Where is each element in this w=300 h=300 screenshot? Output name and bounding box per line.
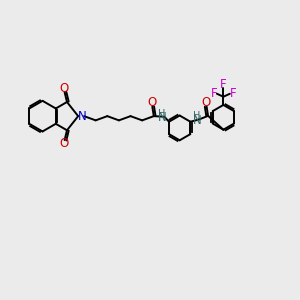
Text: F: F (220, 78, 227, 91)
Text: O: O (59, 137, 69, 150)
Text: F: F (211, 87, 217, 100)
Text: N: N (78, 110, 87, 123)
Text: H: H (158, 109, 166, 119)
Text: O: O (59, 82, 69, 95)
Text: N: N (193, 114, 201, 127)
Text: F: F (230, 87, 236, 100)
Text: N: N (158, 111, 166, 124)
Text: O: O (201, 96, 211, 109)
Text: H: H (193, 111, 201, 122)
Text: O: O (147, 96, 156, 110)
